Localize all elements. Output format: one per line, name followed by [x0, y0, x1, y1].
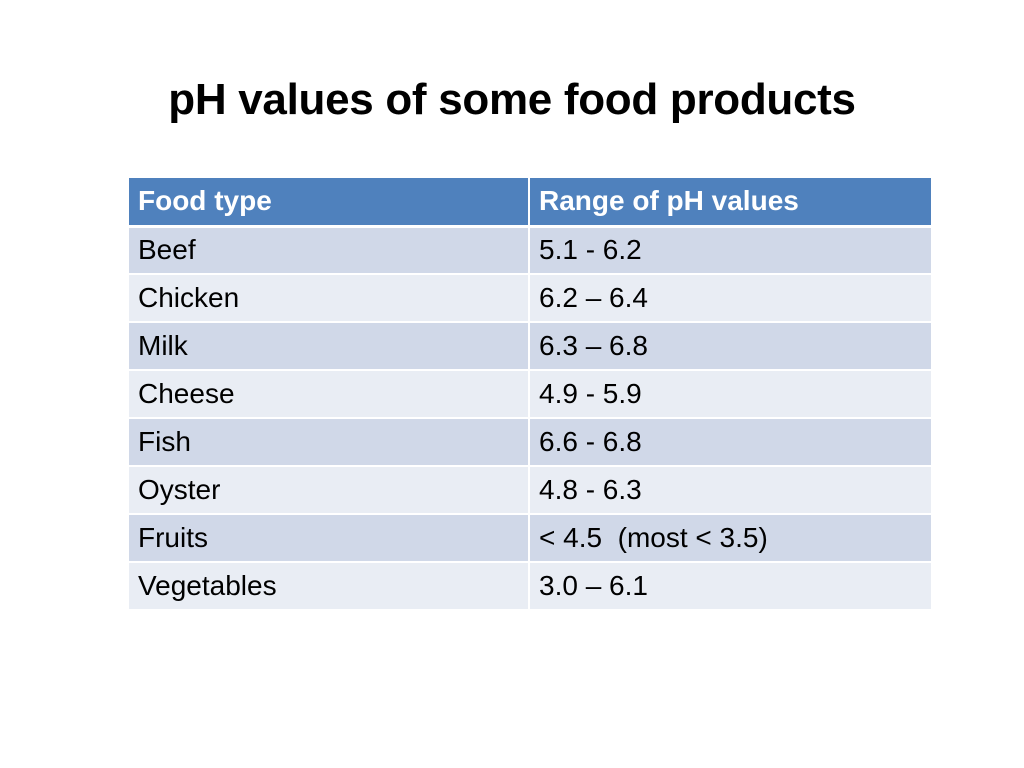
- table-header-row: Food type Range of pH values: [127, 178, 933, 228]
- table-row: Fruits < 4.5 (most < 3.5): [127, 513, 933, 563]
- table-row: Milk 6.3 – 6.8: [127, 321, 933, 371]
- ph-range-cell: 6.6 - 6.8: [528, 417, 933, 467]
- table-row: Cheese 4.9 - 5.9: [127, 369, 933, 419]
- column-header-food-type: Food type: [127, 178, 530, 228]
- slide-title: pH values of some food products: [168, 75, 856, 124]
- ph-range-cell: 6.3 – 6.8: [528, 321, 933, 371]
- column-header-ph-range: Range of pH values: [528, 178, 933, 228]
- table-row: Beef 5.1 - 6.2: [127, 225, 933, 275]
- table-row: Oyster 4.8 - 6.3: [127, 465, 933, 515]
- ph-range-cell: 4.8 - 6.3: [528, 465, 933, 515]
- food-type-cell: Vegetables: [127, 561, 530, 611]
- table-row: Fish 6.6 - 6.8: [127, 417, 933, 467]
- ph-range-cell: 5.1 - 6.2: [528, 225, 933, 275]
- ph-range-cell: 4.9 - 5.9: [528, 369, 933, 419]
- table-row: Vegetables 3.0 – 6.1: [127, 561, 933, 611]
- ph-range-cell: < 4.5 (most < 3.5): [528, 513, 933, 563]
- food-type-cell: Chicken: [127, 273, 530, 323]
- table-row: Chicken 6.2 – 6.4: [127, 273, 933, 323]
- food-type-cell: Beef: [127, 225, 530, 275]
- food-type-cell: Cheese: [127, 369, 530, 419]
- ph-range-cell: 6.2 – 6.4: [528, 273, 933, 323]
- food-type-cell: Milk: [127, 321, 530, 371]
- food-type-cell: Fish: [127, 417, 530, 467]
- ph-range-cell: 3.0 – 6.1: [528, 561, 933, 611]
- food-type-cell: Oyster: [127, 465, 530, 515]
- food-type-cell: Fruits: [127, 513, 530, 563]
- ph-values-table: Food type Range of pH values Beef 5.1 - …: [127, 178, 933, 611]
